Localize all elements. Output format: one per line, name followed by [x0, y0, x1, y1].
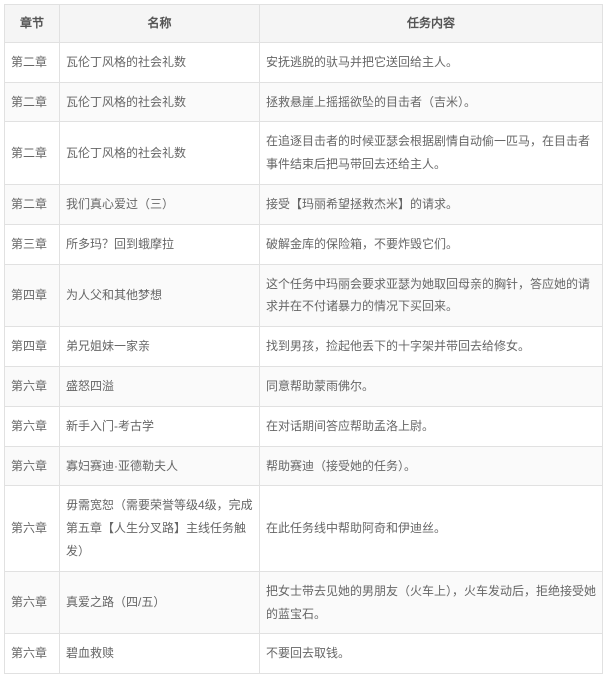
table-row: 第二章 瓦伦丁风格的社会礼数 拯救悬崖上摇摇欲坠的目击者（吉米）。 — [5, 82, 603, 122]
table-row: 第四章 弟兄姐妹一家亲 找到男孩，捡起他丢下的十字架并带回去给修女。 — [5, 327, 603, 367]
cell-chapter: 第三章 — [5, 224, 60, 264]
table-row: 第二章 瓦伦丁风格的社会礼数 在追逐目击者的时候亚瑟会根据剧情自动偷一匹马，在目… — [5, 122, 603, 185]
cell-content: 安抚逃脱的驮马并把它送回给主人。 — [260, 42, 603, 82]
cell-chapter: 第六章 — [5, 406, 60, 446]
cell-name: 我们真心爱过（三） — [60, 184, 260, 224]
cell-name: 毋需宽恕（需要荣誉等级4级，完成第五章【人生分叉路】主线任务触发） — [60, 486, 260, 571]
table-row: 第四章 为人父和其他梦想 这个任务中玛丽会要求亚瑟为她取回母亲的胸针，答应她的请… — [5, 264, 603, 327]
cell-content: 接受【玛丽希望拯救杰米】的请求。 — [260, 184, 603, 224]
cell-chapter: 第二章 — [5, 42, 60, 82]
cell-content: 在对话期间答应帮助孟洛上尉。 — [260, 406, 603, 446]
cell-content: 破解金库的保险箱，不要炸毁它们。 — [260, 224, 603, 264]
cell-content: 同意帮助蒙雨佛尔。 — [260, 366, 603, 406]
table-row: 第六章 毋需宽恕（需要荣誉等级4级，完成第五章【人生分叉路】主线任务触发） 在此… — [5, 486, 603, 571]
cell-name: 真爱之路（四/五） — [60, 571, 260, 634]
cell-name: 瓦伦丁风格的社会礼数 — [60, 122, 260, 185]
cell-name: 瓦伦丁风格的社会礼数 — [60, 42, 260, 82]
table-row: 第二章 我们真心爱过（三） 接受【玛丽希望拯救杰米】的请求。 — [5, 184, 603, 224]
cell-name: 弟兄姐妹一家亲 — [60, 327, 260, 367]
col-header-content: 任务内容 — [260, 5, 603, 43]
cell-content: 在追逐目击者的时候亚瑟会根据剧情自动偷一匹马，在目击者事件结束后把马带回去还给主… — [260, 122, 603, 185]
cell-chapter: 第六章 — [5, 571, 60, 634]
cell-name: 为人父和其他梦想 — [60, 264, 260, 327]
cell-chapter: 第二章 — [5, 122, 60, 185]
table-row: 第三章 所多玛？回到蛾摩拉 破解金库的保险箱，不要炸毁它们。 — [5, 224, 603, 264]
table-row: 第六章 碧血救赎 不要回去取钱。 — [5, 634, 603, 674]
cell-chapter: 第六章 — [5, 446, 60, 486]
cell-name: 瓦伦丁风格的社会礼数 — [60, 82, 260, 122]
cell-chapter: 第六章 — [5, 486, 60, 571]
col-header-chapter: 章节 — [5, 5, 60, 43]
table-row: 第六章 新手入门-考古学 在对话期间答应帮助孟洛上尉。 — [5, 406, 603, 446]
quest-table: 章节 名称 任务内容 第二章 瓦伦丁风格的社会礼数 安抚逃脱的驮马并把它送回给主… — [4, 4, 603, 674]
cell-name: 寡妇赛迪·亚德勒夫人 — [60, 446, 260, 486]
cell-content: 找到男孩，捡起他丢下的十字架并带回去给修女。 — [260, 327, 603, 367]
cell-name: 盛怒四溢 — [60, 366, 260, 406]
cell-name: 新手入门-考古学 — [60, 406, 260, 446]
cell-content: 帮助赛迪（接受她的任务）。 — [260, 446, 603, 486]
cell-chapter: 第四章 — [5, 264, 60, 327]
cell-chapter: 第二章 — [5, 184, 60, 224]
table-row: 第六章 盛怒四溢 同意帮助蒙雨佛尔。 — [5, 366, 603, 406]
table-row: 第六章 寡妇赛迪·亚德勒夫人 帮助赛迪（接受她的任务）。 — [5, 446, 603, 486]
table-body: 第二章 瓦伦丁风格的社会礼数 安抚逃脱的驮马并把它送回给主人。 第二章 瓦伦丁风… — [5, 42, 603, 673]
cell-name: 碧血救赎 — [60, 634, 260, 674]
cell-chapter: 第六章 — [5, 634, 60, 674]
cell-name: 所多玛？回到蛾摩拉 — [60, 224, 260, 264]
cell-content: 把女士带去见她的男朋友（火车上），火车发动后，拒绝接受她的蓝宝石。 — [260, 571, 603, 634]
cell-content: 这个任务中玛丽会要求亚瑟为她取回母亲的胸针，答应她的请求并在不付诸暴力的情况下买… — [260, 264, 603, 327]
cell-chapter: 第四章 — [5, 327, 60, 367]
cell-chapter: 第六章 — [5, 366, 60, 406]
cell-content: 拯救悬崖上摇摇欲坠的目击者（吉米）。 — [260, 82, 603, 122]
table-row: 第六章 真爱之路（四/五） 把女士带去见她的男朋友（火车上），火车发动后，拒绝接… — [5, 571, 603, 634]
cell-chapter: 第二章 — [5, 82, 60, 122]
table-row: 第二章 瓦伦丁风格的社会礼数 安抚逃脱的驮马并把它送回给主人。 — [5, 42, 603, 82]
cell-content: 在此任务线中帮助阿奇和伊迪丝。 — [260, 486, 603, 571]
table-header-row: 章节 名称 任务内容 — [5, 5, 603, 43]
cell-content: 不要回去取钱。 — [260, 634, 603, 674]
col-header-name: 名称 — [60, 5, 260, 43]
